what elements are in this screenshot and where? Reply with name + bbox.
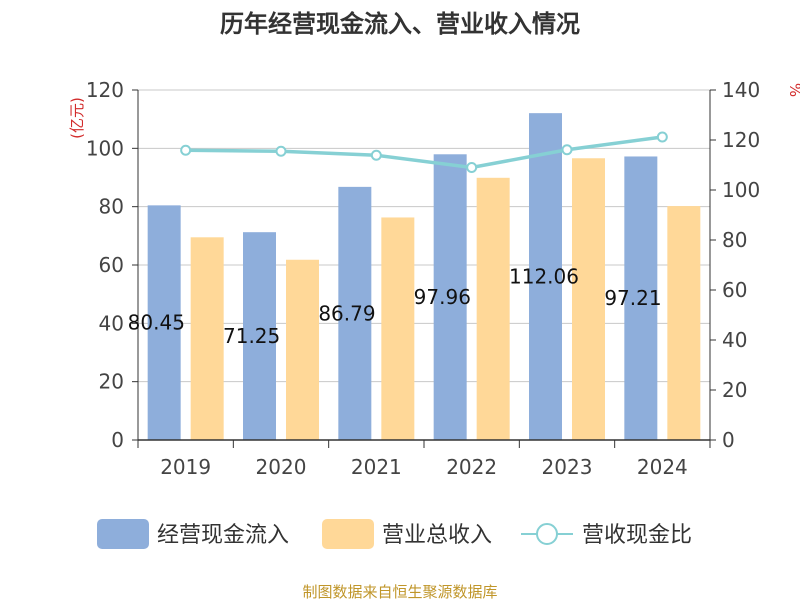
ratio-point	[370, 149, 382, 161]
y-right-tick-label: 40	[722, 328, 747, 352]
legend-swatch-cash-inflow	[97, 519, 149, 549]
bar-data-label: 97.96	[414, 285, 471, 309]
y-left-tick-label: 100	[86, 136, 124, 160]
grid-layer	[138, 89, 710, 383]
bar-revenue	[190, 237, 224, 440]
bar-data-label: 97.21	[604, 286, 661, 310]
legend-swatch-revenue	[322, 519, 374, 549]
legend-label-revenue: 营业总收入	[382, 523, 492, 548]
bars-layer	[147, 113, 701, 441]
ratio-point	[656, 131, 668, 143]
y-right-tick-label: 20	[722, 378, 747, 402]
legend-label-ratio: 营收现金比	[582, 523, 692, 548]
bar-cash-inflow	[147, 205, 181, 440]
bar-cash-inflow	[624, 156, 658, 441]
y-right-tick-label: 100	[722, 178, 760, 202]
y-left-unit: (亿元)	[68, 97, 86, 139]
x-tick-label: 2021	[351, 455, 402, 479]
source-note: 制图数据来自恒生聚源数据库	[302, 583, 497, 600]
ratio-point	[466, 162, 478, 173]
bar-revenue	[667, 206, 701, 440]
legend-swatch-ratio-marker	[536, 523, 558, 545]
bar-cash-inflow	[529, 113, 562, 441]
x-tick-label: 2023	[542, 455, 593, 479]
x-tick-label: 2019	[160, 455, 211, 479]
y-right-tick-label: 120	[722, 128, 760, 152]
x-tick-label: 2022	[446, 455, 497, 479]
ratio-point	[275, 145, 287, 157]
bar-data-label: 80.45	[128, 311, 185, 335]
bar-data-label: 112.06	[509, 265, 579, 289]
ratio-point	[561, 144, 573, 156]
bar-cash-inflow	[243, 232, 276, 440]
axes-layer: 0 20 40 60 80 100 120 0 20 40 60 80 100 120 140 (亿元)% 20…	[68, 78, 800, 479]
y-right-tick-label: 0	[722, 428, 735, 452]
y-left-tick-label: 60	[99, 253, 124, 277]
labels-layer: 80.45 71.25 86.79 97.96 112.06 97.21	[128, 265, 662, 349]
bar-cash-inflow	[338, 186, 372, 440]
x-tick-label: 2024	[637, 455, 688, 479]
ratio-point	[180, 144, 192, 156]
ratio-line	[185, 135, 663, 170]
y-left-tick-label: 40	[99, 311, 124, 335]
y-left-tick-label: 80	[99, 195, 124, 219]
legend: 经营现金流入 营业总收入 营收现金比	[97, 519, 692, 549]
y-left-tick-label: 0	[111, 428, 124, 452]
bar-cash-inflow	[433, 154, 467, 441]
y-right-tick-label: 140	[722, 78, 760, 102]
y-left-tick-label: 20	[99, 370, 124, 394]
y-right-tick-label: 60	[722, 278, 747, 302]
bar-revenue	[381, 217, 415, 440]
bar-revenue	[476, 177, 510, 440]
bar-revenue	[286, 259, 319, 440]
legend-label-cash-inflow: 经营现金流入	[157, 523, 289, 548]
line-layer	[180, 131, 668, 173]
y-left-tick-label: 120	[86, 78, 124, 102]
y-right-tick-label: 80	[722, 228, 747, 252]
bar-revenue	[572, 158, 605, 440]
bar-data-label: 71.25	[223, 324, 280, 348]
bar-data-label: 86.79	[318, 301, 375, 325]
y-right-unit: %	[786, 83, 800, 97]
x-tick-label: 2020	[256, 455, 307, 479]
chart-title: 历年经营现金流入、营业收入情况	[220, 10, 580, 38]
